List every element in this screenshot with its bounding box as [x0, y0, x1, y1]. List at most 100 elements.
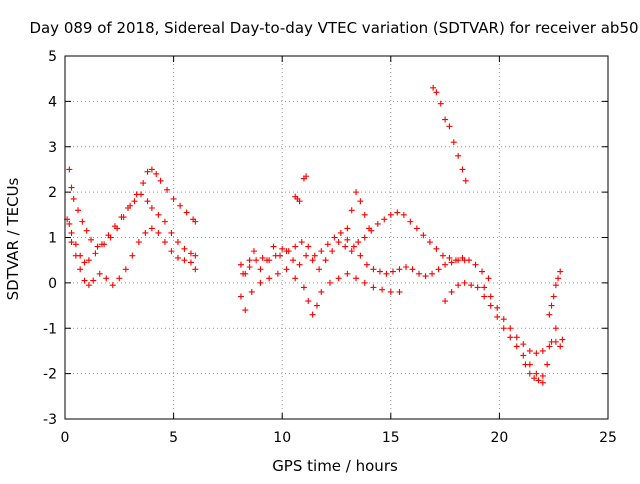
data-point — [148, 166, 155, 173]
data-point — [131, 198, 138, 205]
data-point — [350, 243, 357, 250]
data-point — [400, 211, 407, 218]
data-point — [101, 241, 108, 248]
y-tick-label: -2 — [43, 367, 57, 383]
data-point — [120, 214, 127, 221]
data-point — [361, 279, 368, 286]
chart-title: Day 089 of 2018, Sidereal Day-to-day VTE… — [29, 19, 638, 37]
series-arc-d — [237, 209, 492, 282]
data-point — [462, 177, 469, 184]
data-point — [187, 250, 194, 257]
data-point — [357, 252, 364, 259]
data-point — [174, 239, 181, 246]
data-point — [153, 170, 160, 177]
data-point — [305, 298, 312, 305]
y-tick-label: 5 — [48, 49, 57, 65]
data-point — [88, 236, 95, 243]
data-point — [66, 220, 73, 227]
data-point — [329, 248, 336, 255]
data-point — [455, 152, 462, 159]
data-point — [266, 257, 273, 264]
data-point — [337, 229, 344, 236]
data-point — [279, 245, 286, 252]
data-point — [357, 198, 364, 205]
data-point — [253, 257, 260, 264]
data-point — [370, 284, 377, 291]
data-point — [361, 211, 368, 218]
data-point — [161, 239, 168, 246]
data-point — [481, 293, 488, 300]
y-axis-label: SDTVAR / TECUs — [4, 177, 22, 300]
data-point — [246, 257, 253, 264]
data-point — [313, 302, 320, 309]
data-point — [557, 268, 564, 275]
data-point — [559, 336, 566, 343]
x-tick-label: 20 — [490, 430, 508, 446]
series-arc-b — [66, 166, 199, 250]
data-point — [448, 288, 455, 295]
data-point — [155, 229, 162, 236]
series-arc-i — [430, 84, 469, 184]
data-point — [311, 252, 318, 259]
data-point — [344, 225, 351, 232]
data-point — [292, 243, 299, 250]
data-point — [309, 311, 316, 318]
data-point — [472, 261, 479, 268]
data-point — [148, 225, 155, 232]
data-point — [181, 257, 188, 264]
data-point — [450, 139, 457, 146]
data-point — [409, 266, 416, 273]
data-point — [474, 284, 481, 291]
data-point — [468, 282, 475, 289]
data-point — [487, 302, 494, 309]
data-point — [85, 257, 92, 264]
series-arc-h — [292, 173, 310, 205]
data-point — [129, 252, 136, 259]
data-point — [103, 275, 110, 282]
data-point — [107, 234, 114, 241]
data-point — [370, 266, 377, 273]
series-arc-k — [481, 284, 566, 357]
data-point — [142, 229, 149, 236]
data-point — [155, 211, 162, 218]
data-point — [546, 343, 553, 350]
data-point — [303, 173, 310, 180]
data-point — [183, 209, 190, 216]
data-point — [507, 334, 514, 341]
data-point — [439, 252, 446, 259]
data-point — [296, 261, 303, 268]
data-point — [192, 266, 199, 273]
data-point — [413, 225, 420, 232]
data-point — [161, 218, 168, 225]
series-arc-l — [522, 325, 564, 384]
data-point — [355, 239, 362, 246]
data-point — [485, 275, 492, 282]
series-arc-f — [237, 266, 403, 318]
data-point — [376, 268, 383, 275]
data-point — [522, 361, 529, 368]
series-arc-a — [64, 191, 199, 266]
data-point — [331, 234, 338, 241]
data-point — [479, 268, 486, 275]
data-point — [426, 239, 433, 246]
data-point — [555, 275, 562, 282]
data-point — [157, 177, 164, 184]
data-point — [381, 216, 388, 223]
data-point — [437, 100, 444, 107]
data-point — [494, 313, 501, 320]
data-point — [446, 123, 453, 130]
data-point — [335, 275, 342, 282]
data-point — [266, 275, 273, 282]
data-point — [363, 261, 370, 268]
data-point — [192, 252, 199, 259]
data-point — [383, 270, 390, 277]
data-point — [500, 316, 507, 323]
data-point — [348, 248, 355, 255]
data-point — [533, 370, 540, 377]
data-point — [535, 377, 542, 384]
data-point — [94, 243, 101, 250]
x-tick-label: 5 — [169, 430, 178, 446]
data-point — [403, 263, 410, 270]
data-point — [526, 370, 533, 377]
data-point — [144, 198, 151, 205]
